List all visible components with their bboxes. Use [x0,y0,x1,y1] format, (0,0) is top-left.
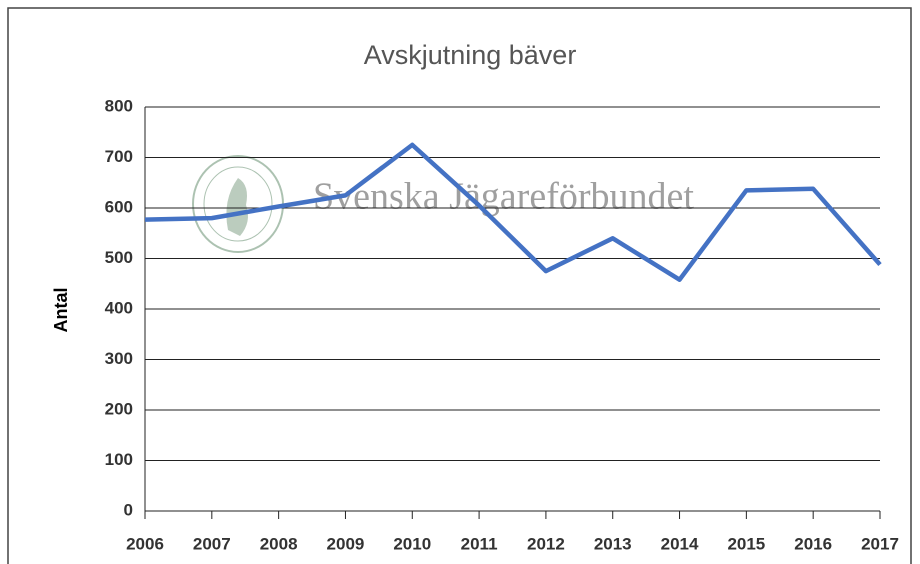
y-tick-label: 200 [105,399,133,418]
y-axis-label: Antal [51,288,71,333]
x-tick-label: 2013 [594,534,632,553]
y-tick-label: 600 [105,197,133,216]
y-tick-label: 400 [105,298,133,317]
frame [7,7,912,564]
x-tick-label: 2008 [260,534,298,553]
y-tick-label: 100 [105,450,133,469]
y-tick-label: 500 [105,248,133,267]
x-tick-label: 2007 [193,534,231,553]
x-tick-label: 2009 [327,534,365,553]
x-tick-label: 2012 [527,534,565,553]
x-tick-label: 2014 [661,534,699,553]
y-tick-label: 300 [105,349,133,368]
x-tick-label: 2011 [461,534,498,553]
chart-title: Avskjutning bäver [364,40,577,70]
x-tick-label: 2015 [727,534,765,553]
x-tick-label: 2006 [126,534,164,553]
watermark-seal [192,155,284,253]
x-tick-label: 2010 [393,534,431,553]
x-tick-label: 2017 [861,534,899,553]
x-tick-label: 2016 [794,534,832,553]
y-tick-label: 700 [105,147,133,166]
y-tick-label: 800 [105,96,133,115]
watermark-text: Svenska Jägareförbundet [313,176,694,218]
y-tick-label: 0 [124,500,133,519]
data-line [144,142,882,282]
